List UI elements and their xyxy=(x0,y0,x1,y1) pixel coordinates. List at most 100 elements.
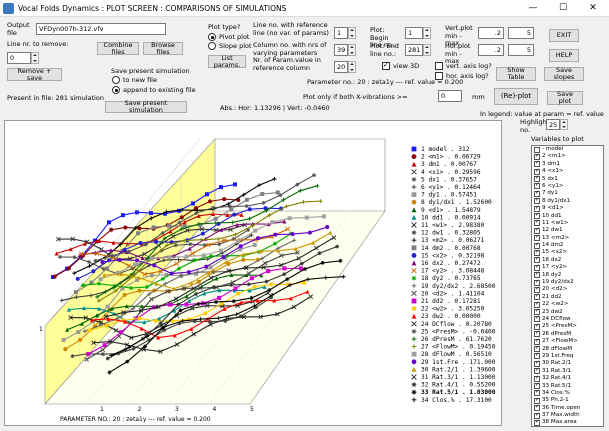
show-table-button[interactable]: Show Table xyxy=(496,67,536,81)
plot-area[interactable]: 1 2 3 4 5 1 PARAMETER NO.: 20 : zeta1y --- r… xyxy=(4,120,502,426)
variable-item[interactable]: 24 DCflow xyxy=(532,315,603,323)
variable-item[interactable]: 38 Max.area xyxy=(532,419,603,426)
variable-item[interactable]: 37 Max.width xyxy=(532,412,603,419)
browse-files-button[interactable]: Browse files xyxy=(143,41,183,55)
output-file-input[interactable]: VFDyn007h-312.vfv xyxy=(36,23,166,35)
variable-checkbox[interactable] xyxy=(534,419,540,426)
line-ref-input[interactable]: 1 xyxy=(334,27,348,39)
variable-checkbox[interactable] xyxy=(534,205,540,212)
variable-item[interactable]: 22 <w2> xyxy=(532,301,603,308)
variable-checkbox[interactable] xyxy=(534,338,540,345)
variable-checkbox[interactable] xyxy=(534,212,540,220)
vert-max-input[interactable]: 5 xyxy=(508,27,534,39)
variable-item[interactable]: - model xyxy=(532,146,603,153)
variable-checkbox[interactable] xyxy=(534,352,540,360)
maximize-button[interactable]: ☐ xyxy=(558,3,568,13)
variable-item[interactable]: 5 dx1 xyxy=(532,175,603,183)
variable-checkbox[interactable] xyxy=(534,367,540,375)
variable-checkbox[interactable] xyxy=(534,389,540,397)
variable-item[interactable]: 34 Clos.% xyxy=(532,389,603,397)
variable-checkbox[interactable] xyxy=(534,264,540,271)
variable-item[interactable]: 33 Rat.5/1 xyxy=(532,382,603,390)
plot-begin-spinner[interactable] xyxy=(423,27,431,39)
hor-min-input[interactable]: .2 xyxy=(478,44,504,56)
variable-item[interactable]: 14 dm2 xyxy=(532,242,603,249)
variable-checkbox[interactable] xyxy=(534,242,540,249)
variable-item[interactable]: 20 <d2> xyxy=(532,286,603,293)
minimize-button[interactable]: — xyxy=(528,3,538,13)
variable-checkbox[interactable] xyxy=(534,375,540,382)
variables-list[interactable]: - model2 <m1>3 dm14 <x1>5 dx16 <y1>7 dy1… xyxy=(531,145,604,427)
variable-checkbox[interactable] xyxy=(534,286,540,293)
to-new-file-radio[interactable] xyxy=(112,76,120,84)
save-plot-button[interactable]: Save plot xyxy=(547,91,583,105)
line-ref-spinner[interactable] xyxy=(348,27,356,39)
variable-item[interactable]: 12 dw1 xyxy=(532,227,603,234)
append-existing-radio[interactable] xyxy=(112,86,120,94)
line-remove-input[interactable]: 0 xyxy=(7,52,31,64)
variable-checkbox[interactable] xyxy=(534,160,540,168)
variable-checkbox[interactable] xyxy=(534,382,540,389)
variable-item[interactable]: 8 dy1/dx1 xyxy=(532,197,603,205)
variable-checkbox[interactable] xyxy=(534,397,540,404)
variable-checkbox[interactable] xyxy=(534,308,540,316)
variable-item[interactable]: 19 dy2/dx2 xyxy=(532,279,603,286)
plot-end-input[interactable]: 281 xyxy=(405,44,423,56)
variable-checkbox[interactable] xyxy=(534,227,540,234)
variable-item[interactable]: 32 Rat.4/1 xyxy=(532,375,603,382)
vert-min-input[interactable]: .2 xyxy=(478,27,504,39)
variable-checkbox[interactable] xyxy=(534,219,540,227)
variable-checkbox[interactable] xyxy=(534,330,540,338)
variable-item[interactable]: 26 dPresM xyxy=(532,330,603,338)
variable-checkbox[interactable] xyxy=(534,153,540,160)
line-remove-spinner[interactable] xyxy=(31,52,39,64)
variable-item[interactable]: 35 Ph.2-1 xyxy=(532,397,603,404)
remove-save-button[interactable]: Remove + save xyxy=(7,67,62,81)
slope-plot-radio[interactable] xyxy=(208,42,216,50)
variable-item[interactable]: 7 dy1 xyxy=(532,190,603,197)
variable-checkbox[interactable] xyxy=(534,279,540,286)
combine-files-button[interactable]: Combine files xyxy=(97,41,139,55)
exit-button[interactable]: EXIT xyxy=(549,29,579,42)
vert-log-checkbox[interactable] xyxy=(435,62,443,70)
view-3d-checkbox[interactable] xyxy=(382,61,390,70)
param-ref-spinner[interactable] xyxy=(348,61,356,73)
variable-item[interactable]: 31 Rat.3/1 xyxy=(532,367,603,375)
variable-item[interactable]: 30 Rat.2/1 xyxy=(532,360,603,367)
replot-button[interactable]: (Re)-plot xyxy=(494,88,538,105)
variable-item[interactable]: 27 <FlowM> xyxy=(532,338,603,345)
variable-checkbox[interactable] xyxy=(534,412,540,419)
save-simulation-button[interactable]: Save present simulation xyxy=(105,100,187,114)
variable-item[interactable]: 25 <PresM> xyxy=(532,323,603,330)
variable-checkbox[interactable] xyxy=(534,175,540,183)
variable-item[interactable]: 29 1st.Freq xyxy=(532,352,603,360)
variable-item[interactable]: 10 dd1 xyxy=(532,212,603,220)
variable-checkbox[interactable] xyxy=(534,301,540,308)
variable-item[interactable]: 18 dy2 xyxy=(532,271,603,279)
hor-max-input[interactable]: 5 xyxy=(508,44,534,56)
variable-checkbox[interactable] xyxy=(534,182,540,190)
variable-item[interactable]: 17 <y2> xyxy=(532,264,603,271)
variable-item[interactable]: 9 <d1> xyxy=(532,205,603,212)
variable-checkbox[interactable] xyxy=(534,190,540,197)
plot-only-input[interactable]: 0 xyxy=(438,90,462,102)
variable-checkbox[interactable] xyxy=(534,146,540,153)
save-slopes-button[interactable]: Save slopes xyxy=(544,67,584,81)
variable-checkbox[interactable] xyxy=(534,234,540,242)
list-params-button[interactable]: List params. xyxy=(208,54,246,68)
variable-item[interactable]: 16 dx2 xyxy=(532,256,603,264)
variable-checkbox[interactable] xyxy=(534,315,540,323)
variable-checkbox[interactable] xyxy=(534,293,540,301)
variable-item[interactable]: 13 <m2> xyxy=(532,234,603,242)
variable-checkbox[interactable] xyxy=(534,404,540,412)
help-button[interactable]: HELP xyxy=(549,49,579,62)
variable-item[interactable]: 11 <w1> xyxy=(532,219,603,227)
variable-checkbox[interactable] xyxy=(534,345,540,353)
variable-item[interactable]: 36 Time.open xyxy=(532,404,603,412)
variable-item[interactable]: 15 <x2> xyxy=(532,249,603,256)
variable-checkbox[interactable] xyxy=(534,360,540,367)
plot-end-spinner[interactable] xyxy=(423,44,431,56)
column-spinner[interactable] xyxy=(348,44,356,56)
column-input[interactable]: 39 xyxy=(334,44,348,56)
close-button[interactable]: ✕ xyxy=(589,3,597,13)
